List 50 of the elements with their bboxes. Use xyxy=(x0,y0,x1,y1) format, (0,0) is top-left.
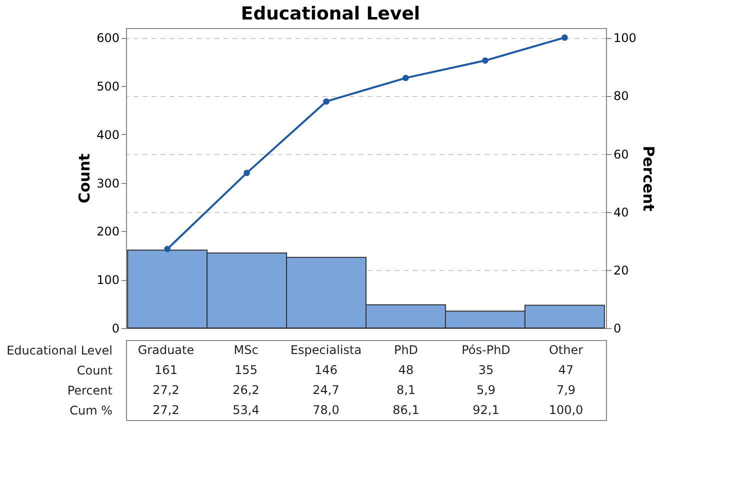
text: 24,7 xyxy=(312,383,340,397)
data-label: 155 xyxy=(234,363,258,377)
y-tick-label: 300 xyxy=(96,176,120,190)
point xyxy=(244,170,250,176)
point xyxy=(164,246,170,252)
y2-tick-label: 60 xyxy=(614,147,629,162)
y-axis-title: Count xyxy=(76,154,94,204)
y-tick-label: 600 xyxy=(96,31,120,46)
text: 5,9 xyxy=(476,383,496,397)
data-label: 86,1 xyxy=(392,403,420,417)
y-tick-label: 400 xyxy=(96,128,120,142)
y-tick-label: 0 xyxy=(112,322,120,336)
data-label: 27,2 xyxy=(152,403,180,417)
y2-tick-label: 80 xyxy=(614,89,629,104)
data-label: 48 xyxy=(398,363,414,377)
text: 8,1 xyxy=(396,383,416,397)
data-label: 78,0 xyxy=(312,403,340,417)
text: 27,2 xyxy=(152,383,180,397)
text: Cum % xyxy=(70,404,112,418)
y-tick-label: 200 xyxy=(96,224,120,239)
chart-title: Educational Level xyxy=(240,4,420,24)
x-tick-label: Pós-PhD xyxy=(462,343,510,357)
data-label: 47 xyxy=(558,363,574,377)
data-label: 92,1 xyxy=(472,403,500,417)
point xyxy=(562,34,568,41)
x-tick-label: PhD xyxy=(394,343,418,357)
x-tick-label: Graduate xyxy=(138,343,194,357)
x-axis-title: Educational Level xyxy=(6,344,112,358)
y-tick-label: 500 xyxy=(96,80,120,94)
x-tick-label: Especialista xyxy=(290,343,362,357)
y-tick-label: 100 xyxy=(96,273,120,288)
y2-tick-label: 0 xyxy=(614,322,622,336)
data-label: 161 xyxy=(154,363,178,377)
data-label: 35 xyxy=(478,363,494,377)
x-tick-label: Other xyxy=(548,343,584,357)
point xyxy=(402,74,409,82)
y2-tick-label: 20 xyxy=(614,263,629,278)
text: Percent xyxy=(67,384,113,398)
point xyxy=(482,57,488,64)
y2-tick-label: 100 xyxy=(614,31,636,46)
point xyxy=(323,98,330,105)
text: 26,2 xyxy=(232,383,260,397)
y2-tick-label: 40 xyxy=(614,205,629,220)
data-label: 100,0 xyxy=(548,403,584,417)
x-tick-label: MSc xyxy=(234,343,258,357)
data-label: 146 xyxy=(314,363,338,377)
text: Count xyxy=(76,364,113,378)
y2-axis-title: Percent xyxy=(639,146,658,212)
text: 7,9 xyxy=(556,383,576,397)
data-label: 53,4 xyxy=(232,403,260,417)
